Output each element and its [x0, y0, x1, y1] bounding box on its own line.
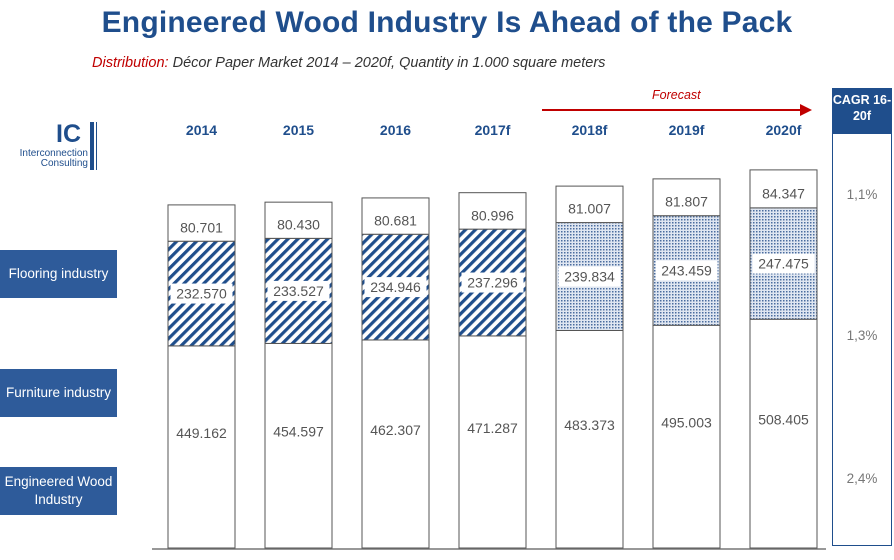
data-label: 247.475	[758, 256, 809, 272]
bar-segment-engineered	[458, 335, 527, 549]
data-label-box	[558, 415, 621, 436]
cagr-header: CAGR 16-20f	[832, 88, 892, 134]
cagr-value-bottom: 2,4%	[846, 471, 878, 486]
logo-bar-thin	[96, 122, 97, 170]
data-label: 80.681	[374, 212, 417, 228]
data-label-box	[461, 272, 524, 293]
data-label: 508.405	[758, 412, 809, 428]
data-label-box	[752, 409, 815, 430]
data-label-box	[561, 198, 618, 219]
x-tick-label: 2014	[186, 122, 217, 138]
data-label-box	[755, 183, 812, 204]
data-label-box	[464, 205, 521, 226]
data-label: 81.807	[665, 194, 708, 210]
data-label-box	[752, 253, 815, 274]
forecast-label: Forecast	[652, 88, 701, 102]
bar-segment-engineered	[555, 329, 624, 549]
data-label: 234.946	[370, 279, 421, 295]
data-label-box	[170, 283, 233, 304]
chart-subtitle: Distribution: Décor Paper Market 2014 – …	[92, 55, 605, 71]
data-label: 237.296	[467, 275, 518, 291]
company-logo: IC Interconnection Consulting	[4, 120, 97, 172]
data-label-box	[558, 266, 621, 287]
data-label: 449.162	[176, 425, 227, 441]
data-label-box	[364, 277, 427, 298]
data-label-box	[364, 419, 427, 440]
data-label: 454.597	[273, 424, 324, 440]
x-tick-label: 2017f	[475, 122, 511, 138]
legend-flooring: Flooring industry	[0, 250, 117, 298]
legend-engineered-wood: Engineered Wood Industry	[0, 467, 117, 515]
data-label: 84.347	[762, 185, 805, 201]
logo-line-2: Consulting	[40, 158, 88, 169]
logo-mark: IC	[56, 120, 81, 148]
data-label: 471.287	[467, 420, 518, 436]
data-label-box	[367, 210, 424, 231]
x-tick-label: 2019f	[669, 122, 705, 138]
bar-segment-engineered	[264, 342, 333, 549]
data-label-box	[267, 421, 330, 442]
data-label-box	[173, 217, 230, 238]
data-label-box	[267, 280, 330, 301]
data-label-box	[655, 412, 718, 433]
data-label-box	[170, 422, 233, 443]
bars-group: 2014 449.162 232.570 80.701 2015 454.597 233.5…	[152, 104, 826, 550]
data-label: 243.459	[661, 262, 712, 278]
x-tick-label: 2016	[380, 122, 411, 138]
data-label: 239.834	[564, 269, 615, 285]
data-label: 495.003	[661, 415, 712, 431]
forecast-arrow-head	[800, 104, 812, 116]
subtitle-text: Décor Paper Market 2014 – 2020f, Quantit…	[168, 55, 606, 71]
page-title: Engineered Wood Industry Is Ahead of the…	[101, 6, 793, 39]
bar-segment-engineered	[749, 318, 818, 549]
data-label: 81.007	[568, 201, 611, 217]
data-label: 483.373	[564, 417, 615, 433]
data-label: 80.701	[180, 219, 223, 235]
x-tick-label: 2018f	[572, 122, 608, 138]
data-label-box	[658, 191, 715, 212]
cagr-column	[832, 134, 892, 546]
bar-segment-engineered	[167, 345, 236, 549]
logo-bar	[90, 122, 94, 170]
data-label: 462.307	[370, 422, 421, 438]
data-label: 80.430	[277, 217, 320, 233]
logo-line-1: Interconnection	[19, 148, 88, 159]
bar-segment-engineered	[361, 339, 430, 549]
legend-furniture: Furniture industry	[0, 369, 117, 417]
bar-segment-engineered	[652, 324, 721, 549]
cagr-value-top: 1,1%	[846, 187, 878, 202]
data-label: 232.570	[176, 286, 227, 302]
subtitle-lead: Distribution:	[92, 55, 169, 71]
x-tick-label: 2020f	[766, 122, 802, 138]
data-label-box	[270, 214, 327, 235]
data-label: 233.527	[273, 283, 324, 299]
x-tick-label: 2015	[283, 122, 314, 138]
data-label: 80.996	[471, 207, 514, 223]
data-label-box	[461, 417, 524, 438]
cagr-value-middle: 1,3%	[846, 328, 878, 343]
data-label-box	[655, 260, 718, 281]
